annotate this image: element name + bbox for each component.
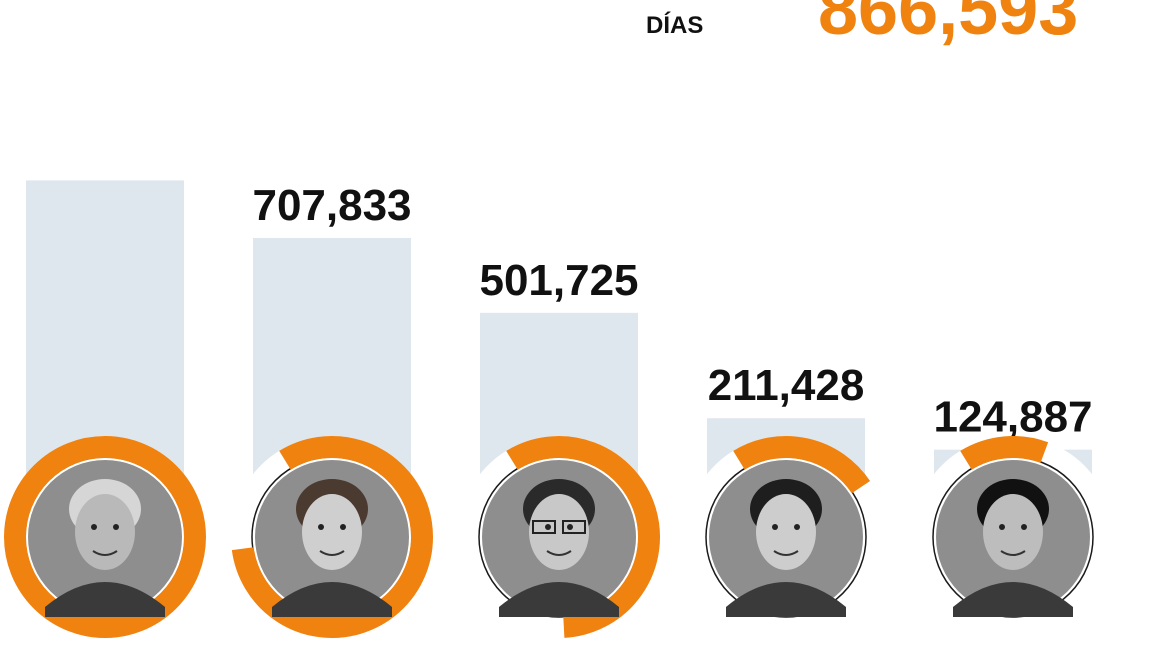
woman-indigenous-icon (936, 460, 1090, 617)
names-layer: Jaime Rodríguez Margarita Zavala Armando R… (25, 644, 1124, 648)
progress-arc-3 (733, 436, 871, 494)
woman-brown-hair-icon (255, 460, 409, 617)
man-gray-hair-icon (28, 460, 182, 617)
header-days-label: DÍAS (646, 11, 703, 39)
candidate-ring-0 (4, 436, 206, 638)
candidate-name-4: María de Jesús Patricio (902, 644, 1124, 648)
candidate-ring-3 (685, 436, 887, 638)
header-total-number: 866,593 (818, 0, 1078, 50)
man-glasses-icon (482, 460, 636, 617)
value-label-1: 707,833 (252, 181, 411, 230)
value-labels-layer: 707,833 501,725 211,428 124,887 (252, 181, 1092, 442)
value-label-3: 211,428 (708, 361, 865, 410)
candidate-name-1: Margarita Zavala (248, 644, 416, 648)
candidate-ring-4 (912, 436, 1114, 638)
rings-layer (4, 436, 1114, 638)
candidate-name-2: Armando Ríos Piter (464, 644, 654, 648)
candidate-name-3: Edgar Portillo (719, 644, 854, 648)
candidate-ring-2 (458, 436, 660, 638)
progress-arc-4 (960, 436, 1049, 470)
candidate-name-0: Jaime Rodríguez (25, 644, 185, 648)
value-label-4: 124,887 (933, 393, 1092, 442)
value-label-2: 501,725 (479, 256, 638, 305)
progress-arc-0 (4, 436, 206, 638)
man-short-hair-icon (709, 460, 863, 617)
candidate-ring-1 (231, 436, 433, 638)
